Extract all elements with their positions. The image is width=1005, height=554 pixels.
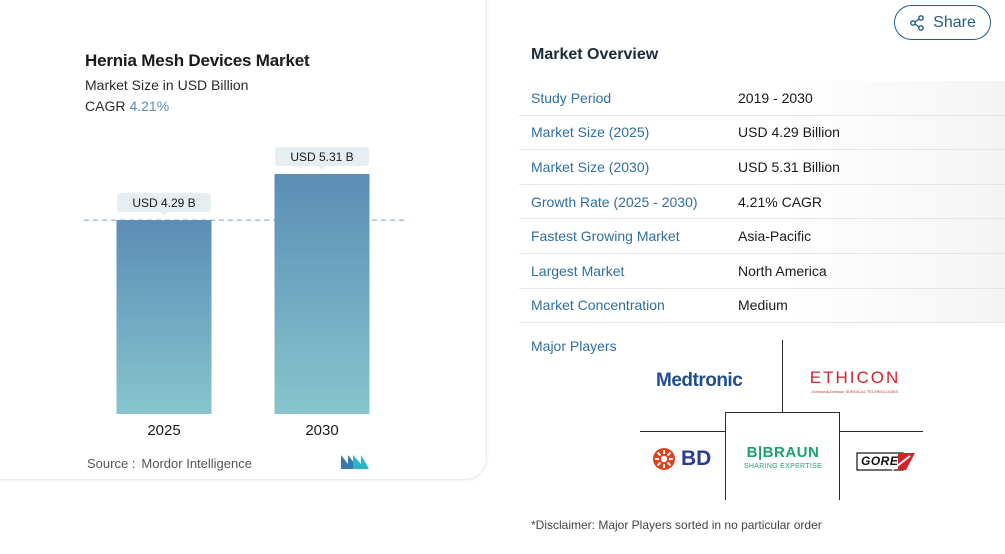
chart-card xyxy=(0,0,487,480)
overview-value: USD 4.29 Billion xyxy=(738,124,840,141)
data-label-pointer xyxy=(318,166,326,170)
cagr-label: CAGR xyxy=(85,98,126,114)
gore-badge-icon xyxy=(856,452,915,471)
chart-subtitle: Market Size in USD Billion xyxy=(85,77,249,93)
gore-wordmark: GORE xyxy=(861,454,899,468)
x-tick-label: 2030 xyxy=(305,422,338,439)
overview-value: 4.21% CAGR xyxy=(738,193,823,210)
disclaimer: *Disclaimer: Major Players sorted in no … xyxy=(531,518,822,532)
market-overview-table: Study Period 2019 - 2030 Market Size (20… xyxy=(519,81,1005,324)
overview-row-concentration: Market Concentration Medium xyxy=(519,288,1005,324)
overview-key: Market Concentration xyxy=(531,297,665,314)
overview-key: Market Size (2030) xyxy=(531,158,650,175)
ethicon-tagline: Johnson&Johnson SURGICAL TECHNOLOGIES xyxy=(811,389,899,394)
bar-chart: USD 4.29 B 2025 USD 5.31 B 2030 xyxy=(84,147,404,439)
overview-row-market-size-2025: Market Size (2025) USD 4.29 Billion xyxy=(519,115,1005,151)
bbraun-wordmark: B|BRAUN xyxy=(746,444,820,461)
overview-key: Fastest Growing Market xyxy=(531,228,680,245)
market-overview-title: Market Overview xyxy=(531,46,659,63)
overview-row-largest-market: Largest Market North America xyxy=(519,253,1005,289)
ethicon-wordmark: ETHICON xyxy=(809,368,901,387)
overview-key: Growth Rate (2025 - 2030) xyxy=(531,193,698,210)
overview-key: Market Size (2025) xyxy=(531,124,650,141)
chart-cagr: CAGR 4.21% xyxy=(85,98,169,114)
source-name: Mordor Intelligence xyxy=(141,456,252,471)
share-icon xyxy=(910,14,925,31)
overview-value: North America xyxy=(738,262,827,279)
bbraun-tagline: SHARING EXPERTISE xyxy=(743,463,823,470)
x-tick-label: 2025 xyxy=(147,422,180,439)
bar-2025 xyxy=(116,220,212,414)
data-label-pointer xyxy=(160,212,168,217)
ethicon-logo: ETHICON Johnson&Johnson SURGICAL TECHNOL… xyxy=(804,368,906,394)
cagr-value: 4.21% xyxy=(129,98,170,114)
data-label-bg xyxy=(275,147,369,166)
major-players-grid: Medtronic ETHICON Johnson&Johnson SURGIC… xyxy=(640,340,925,500)
mordor-intelligence-logo xyxy=(341,455,369,469)
bd-sunburst-icon xyxy=(653,448,675,470)
source-label: Source : xyxy=(87,456,136,471)
overview-value: 2019 - 2030 xyxy=(738,89,813,106)
source-note: Source : Mordor Intelligence xyxy=(87,456,252,471)
bbraun-logo: B|BRAUN SHARING EXPERTISE xyxy=(740,444,826,470)
chart-title: Hernia Mesh Devices Market xyxy=(85,51,310,70)
overview-row-market-size-2030: Market Size (2030) USD 5.31 Billion xyxy=(519,150,1005,185)
gore-logo: GORE xyxy=(856,450,916,472)
bar-2030 xyxy=(274,174,370,414)
data-label: USD 4.29 B xyxy=(132,196,195,210)
bd-wordmark: BD xyxy=(681,447,712,470)
data-label-bg xyxy=(117,193,211,213)
medtronic-logo: Medtronic xyxy=(656,370,743,391)
share-label: Share xyxy=(933,13,976,31)
share-button[interactable]: Share xyxy=(894,5,991,40)
overview-row-study-period: Study Period 2019 - 2030 xyxy=(519,81,1005,116)
overview-row-growth-rate: Growth Rate (2025 - 2030) 4.21% CAGR xyxy=(519,184,1005,220)
overview-value: USD 5.31 Billion xyxy=(738,158,840,175)
overview-key: Study Period xyxy=(531,89,612,106)
overview-row-fastest-growing: Fastest Growing Market Asia-Pacific xyxy=(519,219,1005,254)
overview-key: Largest Market xyxy=(531,262,625,279)
bd-logo: BD xyxy=(652,447,711,471)
overview-value: Medium xyxy=(738,297,788,314)
data-label: USD 5.31 B xyxy=(290,150,353,164)
major-players-label: Major Players xyxy=(531,338,617,354)
overview-value: Asia-Pacific xyxy=(738,228,812,245)
